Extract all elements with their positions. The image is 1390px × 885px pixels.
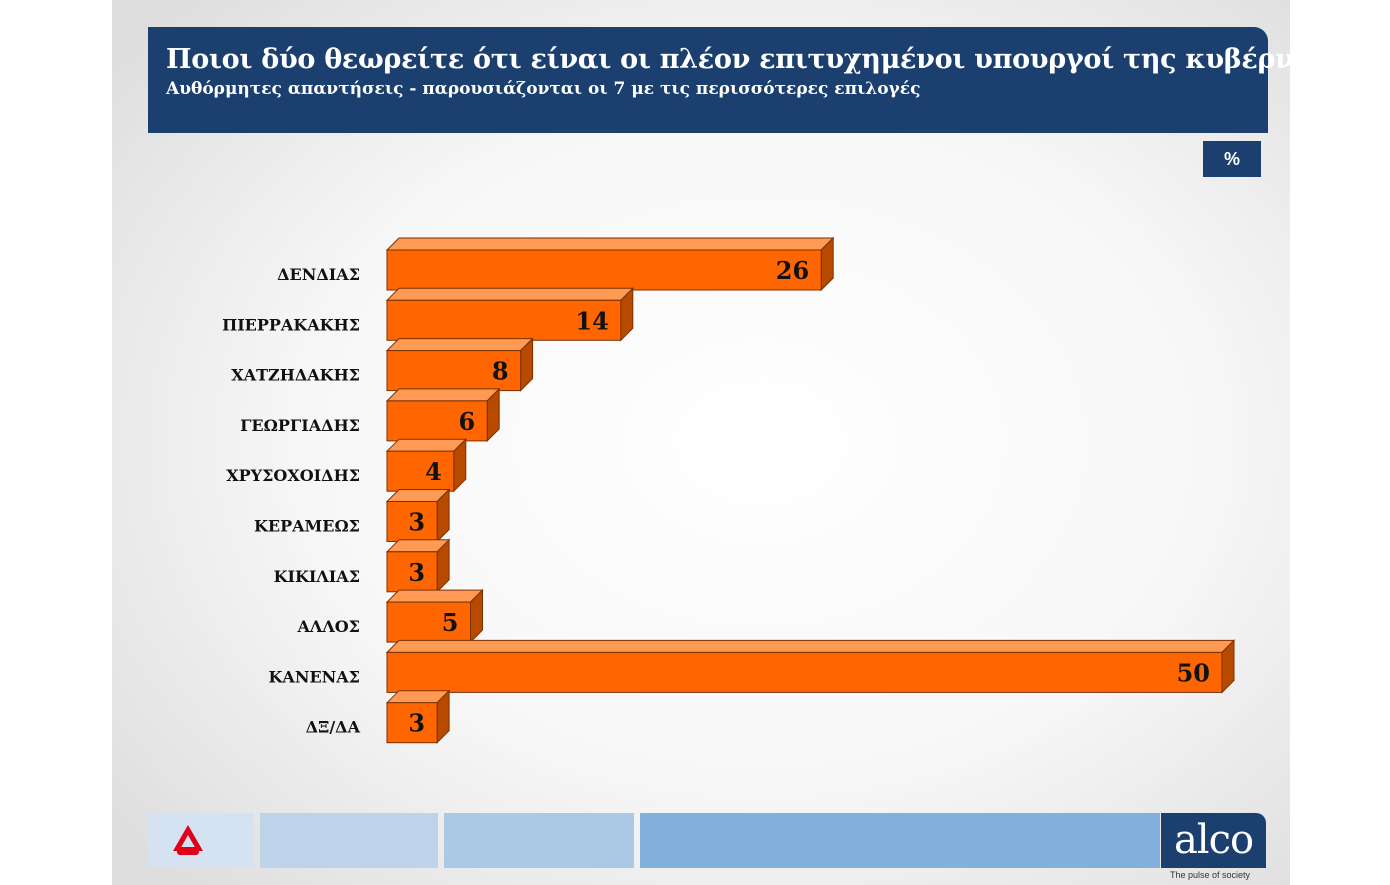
bar-top-face [385,589,484,603]
bar [386,651,1223,693]
footer-segment [148,813,254,868]
bar-top-face [385,438,468,452]
category-label: ΧΑΤΖΗΔΑΚΗΣ [231,366,360,385]
bar [386,249,822,291]
bar-value-label: 5 [442,608,459,637]
bar-value-label: 8 [492,357,509,386]
category-label: ΚΙΚΙΛΙΑΣ [274,567,360,586]
header-banner: Ποιοι δύο θεωρείτε ότι είναι οι πλέον επ… [148,27,1290,133]
footer-bar [148,813,1268,868]
slide: Ποιοι δύο θεωρείτε ότι είναι οι πλέον επ… [112,0,1290,885]
bar-value-label: 26 [776,256,809,285]
bar-top-face [385,287,635,301]
category-label: ΓΕΩΡΓΙΑΔΗΣ [240,416,360,435]
category-label: ΚΑΝΕΝΑΣ [269,667,361,686]
bar [386,450,455,492]
alco-logo: alco [1161,813,1266,868]
bar-value-label: 6 [458,407,475,436]
category-label: ΔΞ/ΔΑ [306,718,361,737]
chart-title: Ποιοι δύο θεωρείτε ότι είναι οι πλέον επ… [166,44,1290,75]
bar-top-face [385,639,1236,653]
bar [386,400,488,442]
category-label: ΧΡΥΣΟΧΟΙΔΗΣ [226,466,360,485]
alpha-channel-logo-icon [173,825,203,855]
alco-tagline: The pulse of society [1170,870,1251,880]
bar-chart: 26 ΔΕΝΔΙΑΣ 14 ΠΙΕΡΡΑΚΑΚΗΣ 8 ΧΑΤΖΗΔΑΚΗΣ 6 ΓΕΩΡΓΙ… [222,236,1236,744]
footer-segment [444,813,634,868]
bar-top-face [385,388,501,402]
alco-logo-text: alco [1173,817,1254,863]
bar-value-label: 4 [425,457,442,486]
bar-top-face [385,237,835,251]
bar [386,551,438,593]
chart-subtitle: Αυθόρμητες απαντήσεις - παρουσιάζονται ο… [166,79,921,99]
unit-badge: % [1203,141,1261,177]
category-label: ΔΕΝΔΙΑΣ [277,265,360,284]
footer-segment [640,813,1160,868]
bar-value-label: 3 [408,558,425,587]
bar [386,501,438,542]
bar-value-label: 50 [1177,658,1210,687]
category-label: ΚΕΡΑΜΕΩΣ [254,517,360,536]
category-label: ΠΙΕΡΡΑΚΑΚΗΣ [222,315,360,334]
bar-top-face [385,338,534,352]
bar-value-label: 3 [408,709,425,738]
bar-value-label: 14 [575,306,608,335]
footer-segment [260,813,438,868]
category-label: ΑΛΛΟΣ [297,617,361,636]
bar [386,702,438,744]
bar-value-label: 3 [408,508,425,537]
